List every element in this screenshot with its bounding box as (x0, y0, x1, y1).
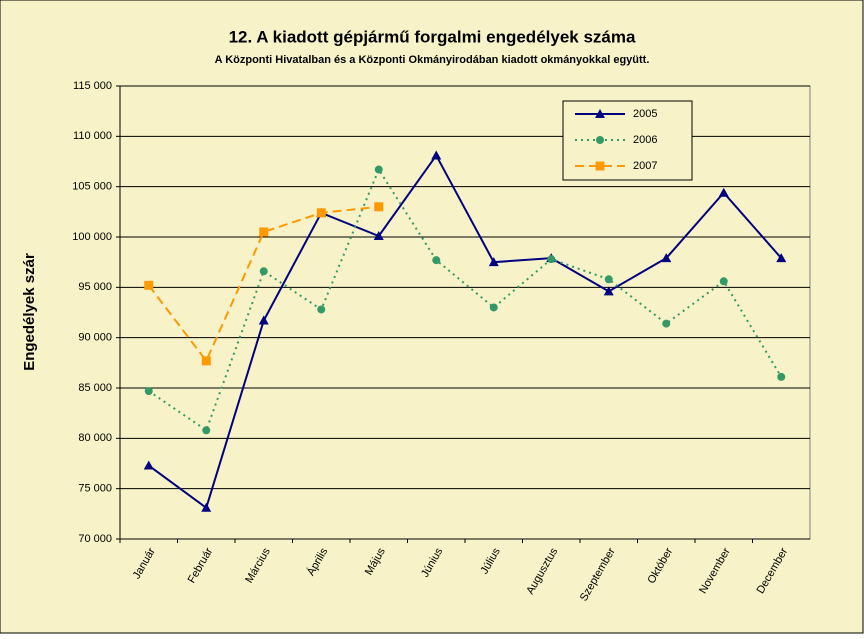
y-axis-label: Engedélyek szár (21, 253, 38, 371)
marker (202, 426, 211, 435)
y-tick-label: 70 000 (78, 533, 112, 545)
series-line (147, 205, 379, 363)
y-tick-label: 100 000 (72, 231, 112, 243)
marker (596, 136, 604, 144)
marker (258, 315, 269, 325)
marker (489, 303, 498, 312)
marker (432, 256, 441, 265)
marker (317, 305, 326, 314)
chart-title: 12. A kiadott gépjármű forgalmi engedély… (229, 27, 636, 46)
marker (373, 230, 384, 240)
legend-label: 2005 (633, 108, 657, 120)
series-line (148, 153, 783, 510)
marker (595, 161, 605, 171)
plot-area (119, 85, 811, 540)
series-line (148, 167, 783, 432)
marker (144, 387, 153, 396)
marker (259, 227, 269, 237)
legend-label: 2006 (633, 134, 657, 146)
marker (259, 267, 268, 276)
marker (595, 109, 605, 118)
marker (201, 502, 212, 512)
marker (547, 255, 556, 264)
y-tick-label: 80 000 (78, 432, 112, 444)
marker (431, 150, 442, 160)
y-tick-label: 115 000 (73, 80, 112, 92)
marker (603, 286, 614, 296)
chart-subtitle: A Központi Hivatalban és a Központi Okmá… (215, 54, 650, 66)
marker (143, 460, 154, 470)
marker (662, 319, 671, 328)
marker (718, 187, 729, 197)
y-tick-label: 110 000 (73, 130, 112, 142)
marker (604, 275, 613, 284)
y-tick-label: 75 000 (78, 483, 112, 495)
marker (374, 202, 384, 212)
marker (201, 356, 211, 366)
marker (488, 257, 499, 267)
marker (777, 372, 786, 381)
y-tick-label: 85 000 (78, 382, 112, 394)
marker (776, 253, 787, 263)
marker (719, 277, 728, 286)
y-tick-label: 105 000 (72, 181, 112, 193)
y-tick-label: 90 000 (78, 332, 112, 344)
y-tick-label: 95 000 (78, 281, 112, 293)
marker (316, 208, 326, 218)
marker (144, 280, 154, 290)
legend-label: 2007 (633, 160, 657, 172)
marker (374, 165, 383, 174)
marker (661, 253, 672, 263)
